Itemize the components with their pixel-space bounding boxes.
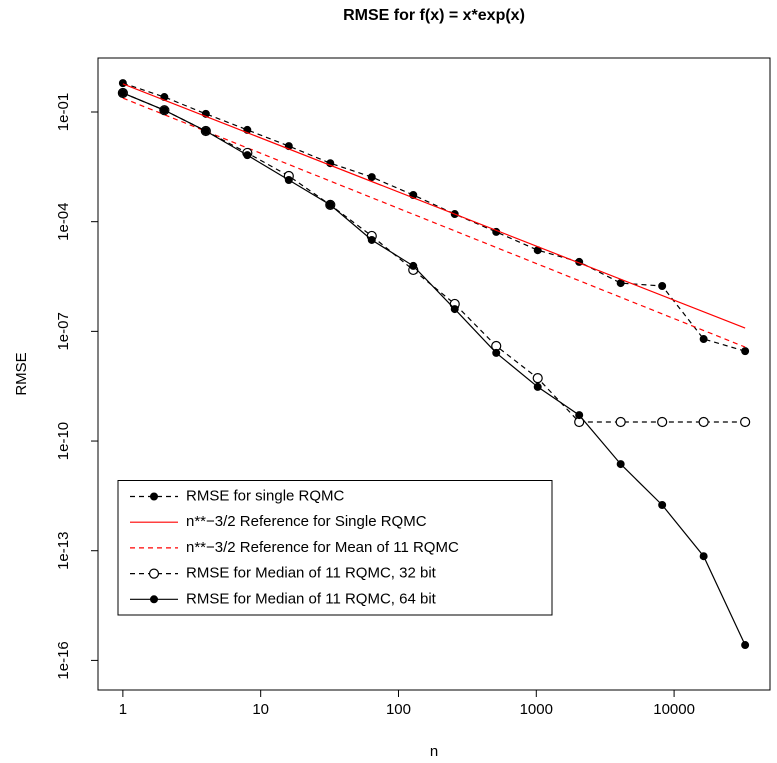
x-tick-label: 1 [119, 701, 127, 718]
data-point [201, 127, 210, 136]
series-line [122, 83, 746, 329]
x-axis-label: n [430, 743, 438, 760]
y-tick-label: 1e-04 [55, 202, 72, 240]
data-point [492, 348, 501, 357]
data-point [740, 416, 751, 428]
data-point [616, 460, 625, 469]
y-axis-label: RMSE [13, 352, 30, 395]
data-point [118, 79, 127, 88]
data-point [326, 200, 335, 209]
y-tick-label: 1e-01 [55, 93, 72, 131]
data-point [658, 282, 667, 291]
series-line [122, 97, 746, 348]
legend-box [117, 480, 553, 616]
x-tick-label: 100 [386, 701, 411, 718]
legend-label: RMSE for Median of 11 RQMC, 32 bit [186, 565, 437, 582]
data-point [741, 347, 750, 356]
data-point [450, 305, 459, 314]
y-tick-label: 1e-10 [55, 422, 72, 460]
series-line [122, 92, 746, 646]
y-tick-label: 1e-16 [55, 641, 72, 679]
series-line [122, 82, 746, 352]
data-point [118, 88, 127, 97]
data-point [367, 235, 376, 244]
data-point [532, 373, 543, 384]
data-point [409, 261, 418, 270]
data-point [533, 382, 542, 391]
legend-label: RMSE for single RQMC [186, 487, 345, 504]
y-tick-label: 1e-07 [55, 312, 72, 350]
legend-label: n**−3/2 Reference for Single RQMC [186, 513, 427, 530]
chart-title: RMSE for f(x) = x*exp(x) [343, 7, 525, 24]
series-line [122, 92, 746, 423]
data-point [575, 411, 584, 420]
legend-label: n**−3/2 Reference for Mean of 11 RQMC [186, 539, 459, 556]
legend-marker [150, 595, 158, 604]
data-point [699, 552, 708, 561]
data-point [658, 501, 667, 510]
data-point [160, 106, 169, 115]
data-point [367, 173, 376, 182]
y-tick-label: 1e-13 [55, 532, 72, 570]
legend-label: RMSE for Median of 11 RQMC, 64 bit [186, 590, 437, 607]
data-point [741, 641, 750, 650]
x-tick-label: 10000 [653, 701, 695, 718]
legend-marker [148, 568, 160, 579]
data-point [657, 416, 668, 428]
data-point [284, 176, 293, 185]
data-point [699, 335, 708, 344]
legend-marker [150, 492, 158, 501]
x-tick-label: 10 [252, 701, 269, 718]
data-point [243, 151, 252, 160]
data-point [615, 416, 626, 428]
data-point [698, 416, 709, 428]
x-tick-label: 1000 [520, 701, 553, 718]
